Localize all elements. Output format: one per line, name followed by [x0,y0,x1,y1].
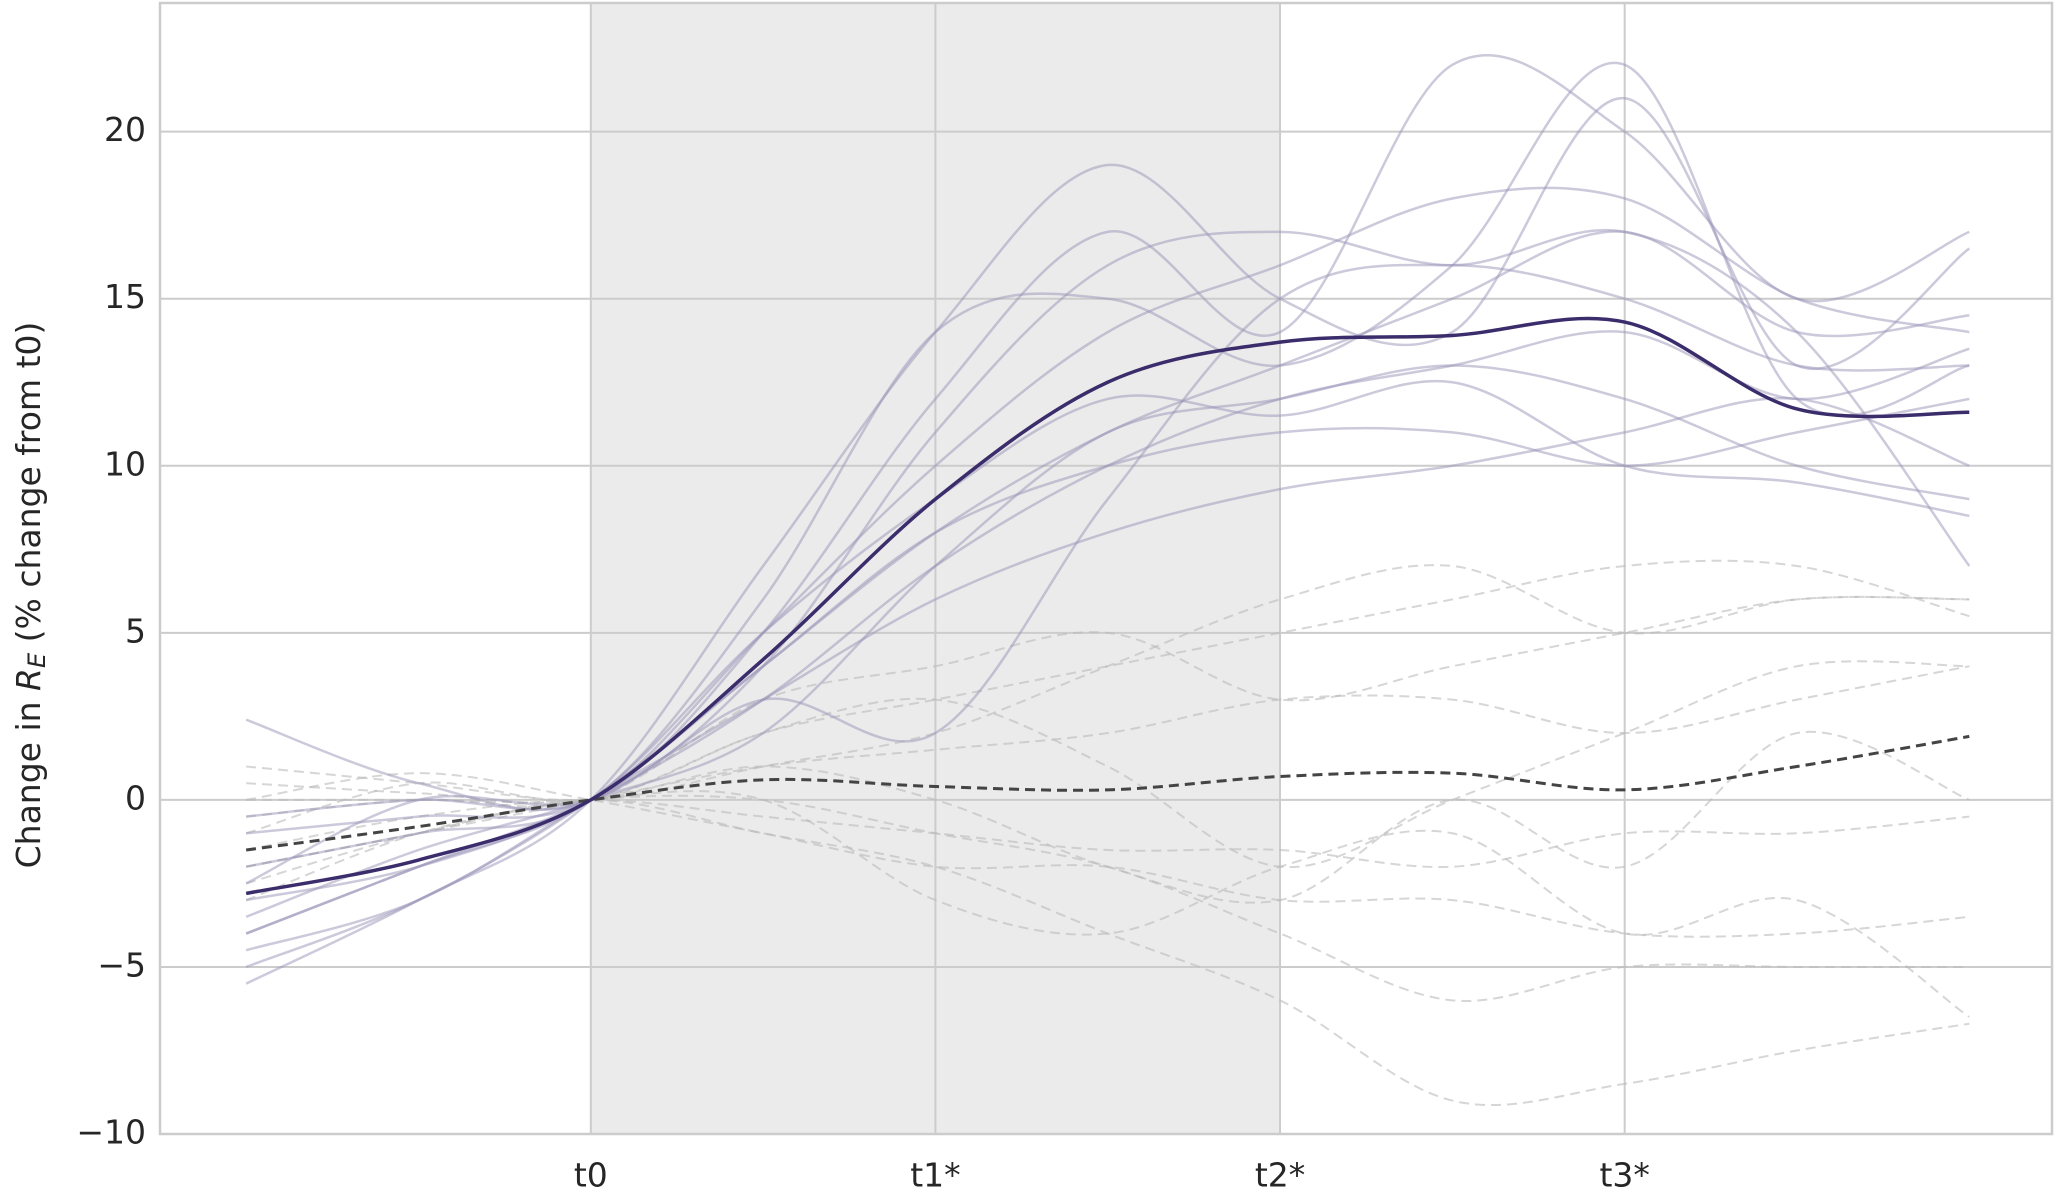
y-tick-label: −10 [76,1113,146,1152]
series-line [246,730,1970,904]
series-line [246,228,1971,818]
series-line [245,96,1970,985]
x-tick-label: t0 [574,1156,608,1193]
y-tick-label: 20 [104,110,146,149]
series-line [245,734,1970,852]
x-tick-label: t1* [910,1156,960,1193]
y-tick-label: 0 [125,778,146,817]
x-tick-label: t3* [1599,1156,1649,1193]
plot-frame [158,1,2054,1136]
series-line [245,316,1970,896]
y-axis-label: Change in RE (% change from t0) [9,322,52,869]
series-line [246,564,1970,802]
y-tick-label: 5 [125,611,146,650]
series-line [245,397,1970,969]
y-tick-label: −5 [97,945,146,984]
y-tick-label: 15 [104,277,146,316]
series-line [245,364,1970,918]
series-line [245,396,1970,952]
series-line [245,379,1970,935]
y-tick-label: 10 [104,444,146,483]
x-tick-label: t2* [1255,1156,1305,1193]
series-line [246,186,1970,835]
